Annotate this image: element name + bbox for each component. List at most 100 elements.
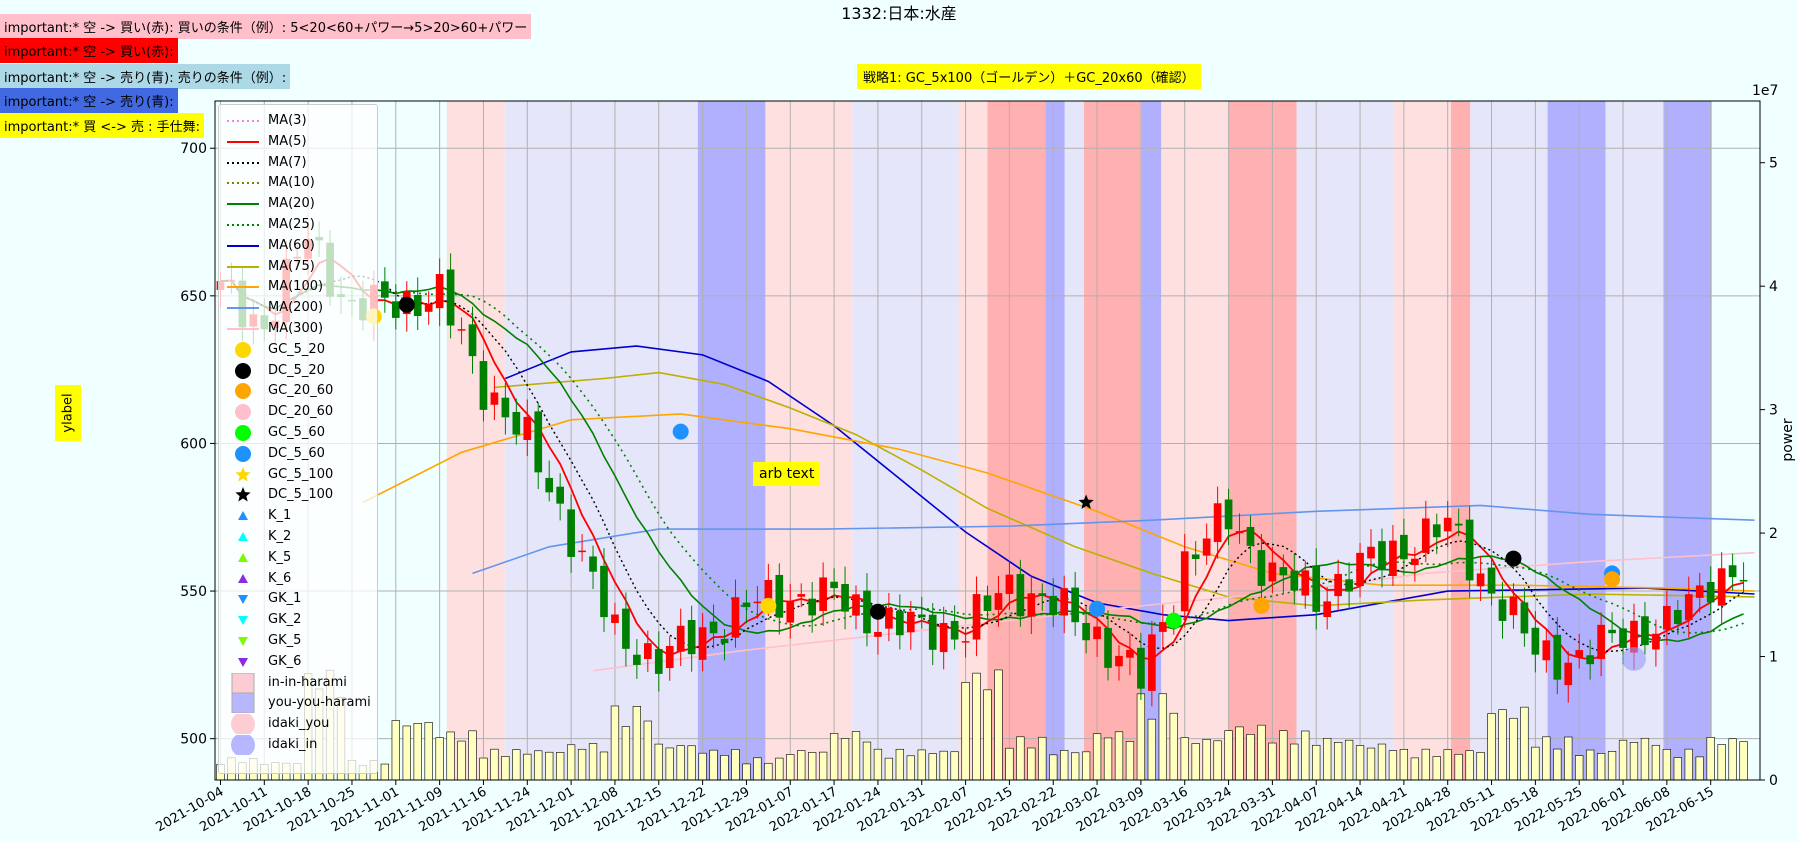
signal-marker [1604, 571, 1621, 588]
volume-bar [917, 749, 926, 781]
legend-label: DC_5_60 [268, 445, 325, 461]
legend-circle [235, 425, 251, 441]
candle-body [1279, 567, 1288, 576]
volume-bar [654, 743, 663, 781]
candle-body [457, 329, 466, 331]
candle-body [391, 301, 400, 318]
volume-bar [1224, 730, 1233, 781]
volume-bar [742, 763, 751, 781]
legend-label: GK_1 [268, 591, 302, 607]
candle-body [567, 509, 575, 557]
y-tick-label: 650 [180, 289, 207, 305]
volume-bar [599, 751, 609, 781]
candle-body [556, 486, 564, 504]
volume-bar [468, 730, 477, 781]
moving-average-lines [220, 257, 1755, 672]
candle-body [600, 565, 608, 618]
volume-bar [1103, 737, 1113, 781]
legend-label: MA(5) [268, 133, 307, 149]
legend-triangle-up [238, 552, 248, 562]
legend-label: MA(300) [268, 321, 324, 336]
y-tick-label: 550 [180, 584, 207, 600]
volume-bar [687, 745, 696, 781]
candle-body [928, 614, 937, 650]
volume-bar [1071, 752, 1080, 781]
y2-tick-label: 2 [1769, 526, 1778, 542]
volume-bar [1651, 744, 1661, 781]
candle-body [1202, 538, 1211, 556]
legend-swatch [235, 341, 251, 358]
legend-swatch [235, 404, 251, 421]
candle-body [1641, 616, 1649, 646]
candle-body [1465, 519, 1474, 581]
candle-body [1432, 524, 1441, 538]
band-7 [1045, 101, 1065, 780]
candle-body [983, 595, 992, 612]
legend-label: DC_5_20 [268, 362, 325, 378]
candle-body [1213, 503, 1222, 543]
candle-body [731, 597, 740, 638]
volume-bar [1158, 693, 1167, 781]
legend-swatch [238, 595, 248, 605]
volume-bar [1706, 737, 1715, 781]
candle-body [534, 411, 543, 473]
chart-title: 1332:日本:水産 [841, 4, 957, 23]
volume-bar [1575, 755, 1584, 781]
candle-body [852, 594, 860, 616]
legend-label: MA(60) [268, 237, 315, 253]
legend-square [231, 693, 255, 714]
volume-bar [1235, 726, 1244, 781]
y2-tick-label: 5 [1769, 156, 1778, 172]
candle-body [589, 556, 597, 572]
candle-body [786, 601, 795, 623]
note-sell: important:* 空 -> 売り(青): [0, 88, 178, 113]
candle-body [1454, 523, 1463, 526]
candle-body [1093, 626, 1101, 640]
candle-body [1367, 546, 1375, 559]
signal-marker [398, 296, 415, 313]
volume-bar [786, 754, 795, 781]
ma-line-MA(25) [220, 279, 1744, 634]
volume-bar [1673, 757, 1682, 781]
candle-body [961, 641, 970, 643]
legend-circle [235, 445, 251, 462]
signal-marker [1253, 597, 1270, 614]
candle-body [1257, 550, 1266, 586]
signal-marker [1089, 600, 1106, 617]
legend-swatch [227, 307, 259, 310]
signal-markers [365, 296, 1646, 671]
band-1 [504, 101, 698, 780]
volume-bar [1344, 739, 1354, 781]
volume-bar [1618, 739, 1628, 781]
volume-bar [950, 751, 959, 781]
candle-body [1301, 570, 1310, 596]
volume-bar [753, 757, 762, 781]
candle-body [885, 607, 893, 629]
candle-body [1476, 573, 1485, 587]
arb-text-annotation: arb text [753, 462, 821, 486]
volume-bar [457, 740, 466, 781]
candle-body [1663, 605, 1671, 630]
candle-body [446, 269, 455, 326]
candle-body [1158, 622, 1167, 632]
signal-marker [1165, 612, 1182, 629]
volume-bar [1114, 731, 1124, 781]
candle-body [676, 625, 685, 652]
candle-body [1345, 579, 1353, 592]
candle-body [1137, 647, 1145, 689]
candle-body [479, 361, 488, 410]
legend-triangle-up [238, 532, 248, 541]
candle-body [1673, 610, 1682, 625]
band-0 [446, 101, 505, 780]
volume-bar [435, 737, 444, 781]
candle-body [1104, 627, 1112, 668]
volume-bar [1684, 748, 1693, 781]
legend-label: DC_5_100 [268, 487, 334, 503]
volume-bar [1695, 756, 1704, 781]
candle-body [1378, 541, 1386, 571]
legend-circle [235, 341, 251, 358]
candle-body [1235, 531, 1244, 534]
volume-bar [895, 748, 904, 781]
volume-bar [534, 750, 543, 781]
volume-bar [1290, 743, 1299, 781]
